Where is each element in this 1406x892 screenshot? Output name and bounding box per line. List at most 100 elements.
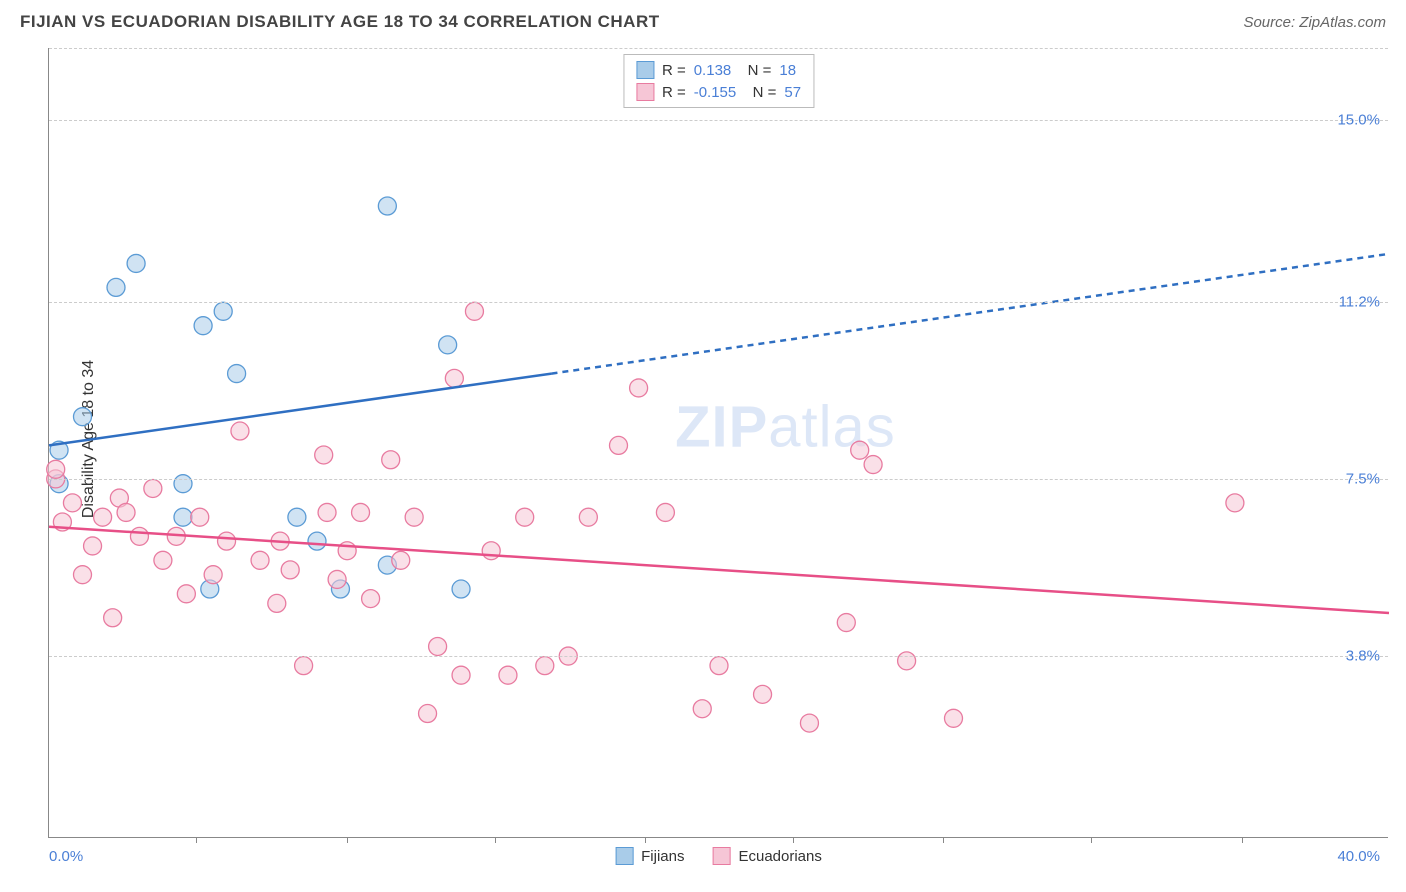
scatter-point	[693, 700, 711, 718]
scatter-point	[74, 566, 92, 584]
scatter-point	[177, 585, 195, 603]
scatter-point	[315, 446, 333, 464]
scatter-point	[228, 365, 246, 383]
scatter-point	[362, 590, 380, 608]
legend-row-fijians: R = 0.138 N = 18	[636, 59, 801, 81]
scatter-point	[482, 542, 500, 560]
scatter-point	[104, 609, 122, 627]
legend-n-value: 57	[784, 84, 801, 101]
scatter-point	[231, 422, 249, 440]
x-tick-mark	[645, 837, 646, 843]
scatter-point	[579, 508, 597, 526]
scatter-point	[191, 508, 209, 526]
chart-title: FIJIAN VS ECUADORIAN DISABILITY AGE 18 T…	[20, 12, 660, 32]
scatter-point	[214, 302, 232, 320]
scatter-point	[419, 705, 437, 723]
scatter-point	[630, 379, 648, 397]
source-attribution: Source: ZipAtlas.com	[1243, 14, 1386, 31]
scatter-point	[445, 369, 463, 387]
scatter-point	[392, 551, 410, 569]
scatter-point	[130, 527, 148, 545]
chart-plot-area: ZIPatlas R = 0.138 N = 18 R = -0.155 N =…	[48, 48, 1388, 838]
legend-r-label: R =	[662, 62, 686, 79]
trend-line-dashed	[552, 254, 1390, 374]
legend-row-ecuadorians: R = -0.155 N = 57	[636, 81, 801, 103]
scatter-point	[194, 317, 212, 335]
scatter-point	[74, 408, 92, 426]
scatter-point	[352, 503, 370, 521]
scatter-point	[610, 436, 628, 454]
scatter-point	[439, 336, 457, 354]
x-axis-min: 0.0%	[49, 848, 83, 865]
gridline	[49, 656, 1388, 657]
scatter-point	[295, 657, 313, 675]
scatter-point	[47, 460, 65, 478]
legend-n-label: N =	[739, 62, 771, 79]
legend-n-label: N =	[744, 84, 776, 101]
correlation-legend: R = 0.138 N = 18 R = -0.155 N = 57	[623, 54, 814, 108]
scatter-point	[94, 508, 112, 526]
y-tick-label: 3.8%	[1346, 648, 1380, 665]
y-tick-label: 7.5%	[1346, 470, 1380, 487]
x-tick-mark	[793, 837, 794, 843]
scatter-point	[465, 302, 483, 320]
scatter-point	[945, 709, 963, 727]
scatter-point	[218, 532, 236, 550]
scatter-point	[1226, 494, 1244, 512]
x-tick-mark	[495, 837, 496, 843]
scatter-point	[452, 580, 470, 598]
x-axis-max: 40.0%	[1337, 848, 1380, 865]
legend-r-value: -0.155	[694, 84, 737, 101]
scatter-point	[516, 508, 534, 526]
y-tick-label: 15.0%	[1337, 111, 1380, 128]
scatter-point	[318, 503, 336, 521]
y-tick-label: 11.2%	[1339, 293, 1380, 310]
scatter-point	[174, 475, 192, 493]
trend-line	[49, 374, 552, 446]
scatter-point	[144, 479, 162, 497]
legend-item-fijians: Fijians	[615, 847, 684, 865]
gridline	[49, 479, 1388, 480]
scatter-point	[656, 503, 674, 521]
scatter-point	[429, 637, 447, 655]
x-tick-mark	[196, 837, 197, 843]
x-tick-mark	[1242, 837, 1243, 843]
x-tick-mark	[347, 837, 348, 843]
scatter-point	[864, 456, 882, 474]
gridline	[49, 302, 1388, 303]
scatter-point	[251, 551, 269, 569]
legend-r-label: R =	[662, 84, 686, 101]
legend-item-ecuadorians: Ecuadorians	[712, 847, 821, 865]
legend-n-value: 18	[779, 62, 796, 79]
series-legend: Fijians Ecuadorians	[615, 847, 822, 865]
gridline	[49, 120, 1388, 121]
scatter-point	[499, 666, 517, 684]
scatter-point	[378, 197, 396, 215]
scatter-point	[800, 714, 818, 732]
scatter-point	[288, 508, 306, 526]
scatter-point	[837, 614, 855, 632]
scatter-point	[117, 503, 135, 521]
scatter-point	[84, 537, 102, 555]
legend-label: Fijians	[641, 848, 684, 865]
scatter-point	[281, 561, 299, 579]
gridline	[49, 48, 1388, 49]
scatter-point	[382, 451, 400, 469]
scatter-point	[308, 532, 326, 550]
scatter-point	[536, 657, 554, 675]
swatch-icon	[636, 83, 654, 101]
legend-r-value: 0.138	[694, 62, 732, 79]
swatch-icon	[712, 847, 730, 865]
trend-line	[49, 527, 1389, 613]
scatter-point	[204, 566, 222, 584]
scatter-point	[452, 666, 470, 684]
x-tick-mark	[943, 837, 944, 843]
scatter-svg	[49, 48, 1388, 837]
scatter-point	[107, 278, 125, 296]
scatter-point	[851, 441, 869, 459]
scatter-point	[174, 508, 192, 526]
legend-label: Ecuadorians	[738, 848, 821, 865]
scatter-point	[127, 254, 145, 272]
swatch-icon	[636, 61, 654, 79]
scatter-point	[405, 508, 423, 526]
